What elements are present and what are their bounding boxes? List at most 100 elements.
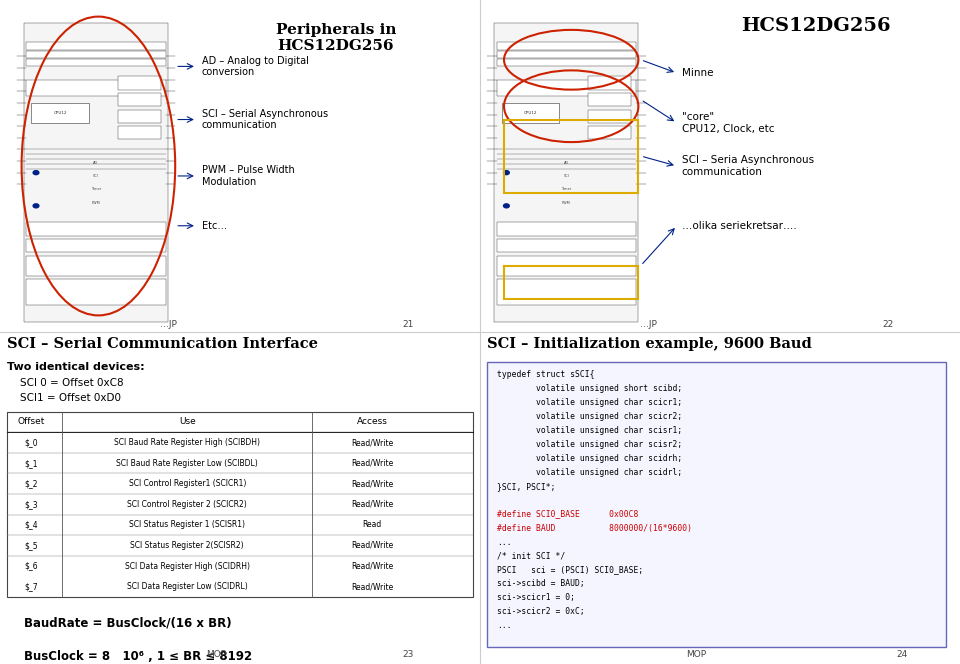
Text: Peripherals in
HCS12DG256: Peripherals in HCS12DG256 bbox=[276, 23, 396, 53]
Text: AD: AD bbox=[93, 161, 99, 165]
Text: $_3: $_3 bbox=[24, 500, 38, 509]
Text: typedef struct sSCI{: typedef struct sSCI{ bbox=[497, 371, 594, 379]
Text: volatile unsigned char scidrl;: volatile unsigned char scidrl; bbox=[497, 467, 682, 477]
Text: SCI1 = Offset 0xD0: SCI1 = Offset 0xD0 bbox=[7, 393, 121, 404]
Text: 21: 21 bbox=[402, 319, 414, 329]
Text: Offset: Offset bbox=[17, 418, 45, 426]
Bar bbox=[497, 279, 636, 305]
Text: Etc…: Etc… bbox=[202, 220, 227, 231]
Text: $_4: $_4 bbox=[24, 521, 38, 529]
Text: …olika seriekretsar….: …olika seriekretsar…. bbox=[682, 220, 797, 231]
Text: MOP: MOP bbox=[206, 650, 226, 659]
Bar bbox=[497, 50, 636, 58]
Text: CPU12: CPU12 bbox=[53, 111, 67, 115]
Bar bbox=[27, 239, 166, 252]
Text: sci->scibd = BAUD;: sci->scibd = BAUD; bbox=[497, 579, 585, 588]
Bar bbox=[27, 50, 166, 58]
Bar bbox=[588, 126, 632, 139]
Bar bbox=[588, 110, 632, 123]
Text: PWM: PWM bbox=[563, 201, 570, 205]
Text: Timer: Timer bbox=[562, 187, 571, 191]
Bar bbox=[497, 222, 636, 236]
Text: $_5: $_5 bbox=[24, 541, 38, 550]
Text: 24: 24 bbox=[897, 650, 908, 659]
Text: Read: Read bbox=[362, 521, 382, 529]
Text: Access: Access bbox=[356, 418, 388, 426]
Bar bbox=[497, 80, 636, 96]
Text: PSCI   sci = (PSCI) SCI0_BASE;: PSCI sci = (PSCI) SCI0_BASE; bbox=[497, 566, 643, 574]
Bar bbox=[7, 412, 472, 597]
Text: HCS12DG256: HCS12DG256 bbox=[741, 17, 891, 35]
Text: SCI: SCI bbox=[564, 174, 569, 178]
Text: SCI Data Register High (SCIDRH): SCI Data Register High (SCIDRH) bbox=[125, 562, 250, 570]
Bar bbox=[497, 256, 636, 276]
Text: SCI Baud Rate Register High (SCIBDH): SCI Baud Rate Register High (SCIBDH) bbox=[114, 438, 260, 447]
Text: SCI Data Register Low (SCIDRL): SCI Data Register Low (SCIDRL) bbox=[127, 582, 248, 591]
Text: SCI – Initialization example, 9600 Baud: SCI – Initialization example, 9600 Baud bbox=[487, 337, 812, 351]
Text: SCI – Seria Asynchronous
communication: SCI – Seria Asynchronous communication bbox=[682, 155, 814, 177]
Bar bbox=[27, 42, 166, 50]
Text: BaudRate = BusClock/(16 x BR): BaudRate = BusClock/(16 x BR) bbox=[24, 617, 231, 630]
Text: $_0: $_0 bbox=[24, 438, 38, 447]
Bar bbox=[27, 222, 166, 236]
Bar bbox=[27, 256, 166, 276]
Text: Timer: Timer bbox=[91, 187, 101, 191]
Text: SCI Control Register 2 (SCICR2): SCI Control Register 2 (SCICR2) bbox=[128, 500, 247, 509]
Text: CPU12: CPU12 bbox=[523, 111, 538, 115]
Text: sci->scicr2 = 0xC;: sci->scicr2 = 0xC; bbox=[497, 607, 585, 616]
Text: 22: 22 bbox=[882, 319, 894, 329]
Text: Read/Write: Read/Write bbox=[350, 438, 394, 447]
Text: #define BAUD           8000000/(16*9600): #define BAUD 8000000/(16*9600) bbox=[497, 523, 692, 533]
Text: Read/Write: Read/Write bbox=[350, 500, 394, 509]
Text: SCI: SCI bbox=[93, 174, 99, 178]
Text: volatile unsigned char scidrh;: volatile unsigned char scidrh; bbox=[497, 454, 682, 463]
Text: Use: Use bbox=[179, 418, 196, 426]
Text: Read/Write: Read/Write bbox=[350, 562, 394, 570]
Bar bbox=[504, 266, 638, 299]
Text: BusClock = 8   10⁶ , 1 ≤ BR ≤ 8192: BusClock = 8 10⁶ , 1 ≤ BR ≤ 8192 bbox=[24, 650, 252, 663]
Text: volatile unsigned char scisr2;: volatile unsigned char scisr2; bbox=[497, 440, 682, 449]
Bar bbox=[588, 76, 632, 90]
Text: SCI – Serial Asynchronous
communication: SCI – Serial Asynchronous communication bbox=[202, 109, 327, 130]
Text: Minne: Minne bbox=[682, 68, 713, 78]
Bar bbox=[118, 76, 161, 90]
Text: /* init SCI */: /* init SCI */ bbox=[497, 551, 565, 560]
Text: SCI – Serial Communication Interface: SCI – Serial Communication Interface bbox=[7, 337, 318, 351]
Circle shape bbox=[33, 171, 38, 175]
Bar bbox=[27, 59, 166, 66]
Bar bbox=[24, 23, 168, 322]
Text: SCI 0 = Offset 0xC8: SCI 0 = Offset 0xC8 bbox=[7, 378, 124, 388]
Text: Read/Write: Read/Write bbox=[350, 582, 394, 591]
Bar bbox=[31, 103, 89, 123]
Bar bbox=[497, 59, 636, 66]
Text: "core"
CPU12, Clock, etc: "core" CPU12, Clock, etc bbox=[682, 112, 774, 133]
Bar bbox=[588, 93, 632, 106]
Text: SCI Status Register 1 (SCISR1): SCI Status Register 1 (SCISR1) bbox=[130, 521, 245, 529]
Text: $_1: $_1 bbox=[24, 459, 38, 467]
Bar bbox=[501, 103, 559, 123]
Text: SCI Control Register1 (SCICR1): SCI Control Register1 (SCICR1) bbox=[129, 479, 246, 488]
Text: AD: AD bbox=[564, 161, 569, 165]
Text: #define SCI0_BASE      0x00C8: #define SCI0_BASE 0x00C8 bbox=[497, 510, 638, 519]
Bar bbox=[494, 23, 638, 322]
Text: $_2: $_2 bbox=[24, 479, 38, 488]
Bar bbox=[497, 42, 636, 50]
Bar bbox=[118, 93, 161, 106]
Circle shape bbox=[503, 204, 509, 208]
Bar bbox=[27, 279, 166, 305]
Text: $_7: $_7 bbox=[24, 582, 38, 591]
Text: Read/Write: Read/Write bbox=[350, 459, 394, 467]
Text: sci->scicr1 = 0;: sci->scicr1 = 0; bbox=[497, 594, 575, 602]
Bar bbox=[118, 126, 161, 139]
Text: …JP: …JP bbox=[639, 319, 657, 329]
Text: Read/Write: Read/Write bbox=[350, 479, 394, 488]
Text: …JP: …JP bbox=[159, 319, 177, 329]
Bar bbox=[497, 239, 636, 252]
Circle shape bbox=[33, 204, 38, 208]
Text: PWM – Pulse Width
Modulation: PWM – Pulse Width Modulation bbox=[202, 165, 295, 187]
Text: PWM: PWM bbox=[92, 201, 100, 205]
Text: volatile unsigned short scibd;: volatile unsigned short scibd; bbox=[497, 384, 682, 393]
Text: ...: ... bbox=[497, 622, 512, 630]
Text: $_6: $_6 bbox=[24, 562, 38, 570]
Text: SCI Baud Rate Register Low (SCIBDL): SCI Baud Rate Register Low (SCIBDL) bbox=[116, 459, 258, 467]
